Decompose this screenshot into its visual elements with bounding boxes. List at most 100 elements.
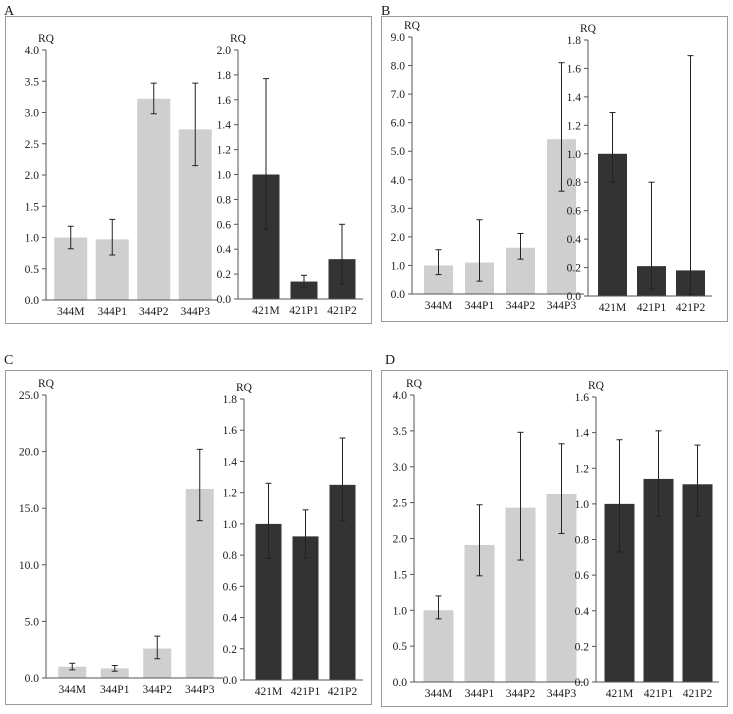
panel-d-chart2-category-label: 421P1 [644, 688, 674, 700]
panel-c-chart2-ylabel: RQ [236, 382, 253, 394]
panel-b-chart2-ylabel: RQ [580, 23, 597, 35]
panel-d-chart1-category-label: 344M [425, 688, 452, 700]
panel-d-chart1-bar-344m [423, 610, 454, 682]
panel-c: C 0.0 5.0 10.0 15.0 20.0 25.0 RQ 344M 344P1 344P2… [4, 353, 372, 705]
panel-b-chart1-y-tick-label: 1.0 [391, 260, 406, 272]
panel-b-chart2-y-tick-label: 0.4 [567, 234, 582, 246]
panel-a-chart2-category-label: 421P2 [327, 305, 357, 317]
panel-c-chart1-y-tick-label: 25.0 [19, 390, 39, 402]
panel-a-chart2-y-tick-label: 0.4 [217, 244, 232, 256]
panel-a-chart1-y-tick-label: 1.0 [25, 233, 40, 245]
panel-a-chart1-y-tick-label: 1.5 [25, 201, 40, 213]
panel-b-chart2-y-tick-label: 1.8 [567, 35, 582, 47]
panel-d-chart1: 0.0 0.5 1.0 1.5 2.0 2.5 3.0 3.5 4.0RQ 344M 344P1 34… [393, 378, 584, 700]
panel-b-chart2-y-tick-label: 1.2 [567, 120, 582, 132]
panel-c-chart2-y-tick-label: 0.2 [223, 644, 238, 656]
panel-a-chart1-y-tick-label: 4.0 [25, 45, 40, 57]
panel-b-chart1-category-label: 344P3 [547, 300, 577, 312]
panel-a-chart2-y-tick-label: 1.4 [217, 120, 232, 132]
panel-d-chart2-category-label: 421M [606, 688, 633, 700]
panel-c-chart2-y-tick-label: 0.4 [223, 613, 238, 625]
panel-c-chart1-category-label: 344P2 [143, 684, 173, 696]
panel-a-chart2-category-label: 421P1 [289, 305, 319, 317]
panel-b-chart2-y-tick-label: 1.4 [567, 92, 582, 104]
panel-b-chart2-y-tick-label: 0.0 [567, 291, 582, 303]
panel-c-chart1: 0.0 5.0 10.0 15.0 20.0 25.0RQ 344M 344P1 344P2 34… [19, 378, 223, 696]
panel-b-chart2: 0.0 0.2 0.4 0.6 0.8 1.0 1.2 1.4 1.6 1.8RQ 421M 421P… [567, 23, 712, 314]
panel-b-chart1: 0.0 1.0 2.0 3.0 4.0 5.0 6.0 7.0 8.0 9.0RQ 344M 344P… [391, 20, 584, 312]
panel-c-chart1-category-label: 344P3 [185, 684, 215, 696]
panel-b-chart1-y-tick-label: 0.0 [391, 289, 406, 301]
panel-a-chart1-category-label: 344P2 [139, 306, 169, 318]
panel-d-chart1-y-tick-label: 0.0 [393, 677, 408, 689]
panel-b-chart2-y-tick-label: 0.2 [567, 263, 582, 275]
panel-b-chart2-category-label: 421P2 [676, 302, 706, 314]
panel-a-chart2-y-tick-label: 1.2 [217, 145, 232, 157]
panel-d-chart2-ylabel: RQ [588, 380, 605, 392]
panel-a-chart1-category-label: 344P1 [98, 306, 128, 318]
panel-b-chart1-y-tick-label: 8.0 [391, 61, 406, 73]
panel-d-letter: D [385, 353, 395, 368]
panel-b-chart1-y-tick-label: 6.0 [391, 118, 406, 130]
panel-a-chart2-y-tick-label: 2.0 [217, 45, 232, 57]
panel-b-chart2-y-tick-label: 1.0 [567, 149, 582, 161]
panel-d-chart2: 0.0 0.2 0.4 0.6 0.8 1.0 1.2 1.4 1.6RQ 421M 421P1 42… [575, 380, 719, 700]
panel-c-chart2-bar-421p1 [292, 536, 319, 680]
panel-d-chart1-y-tick-label: 1.5 [393, 569, 408, 581]
panel-a-chart2: 0.0 0.2 0.4 0.6 0.8 1.0 1.2 1.4 1.6 1.8 2.0RQ 421M 4… [217, 33, 363, 317]
panel-d-chart1-y-tick-label: 3.5 [393, 426, 408, 438]
panel-d-chart1-y-tick-label: 1.0 [393, 605, 408, 617]
panel-a-chart1-category-label: 344M [57, 306, 84, 318]
panel-d-chart2-y-tick-label: 0.0 [575, 677, 590, 689]
panel-c-chart2-y-tick-label: 1.6 [223, 425, 238, 437]
panel-a-chart1-y-tick-label: 2.0 [25, 170, 40, 182]
panel-c-chart1-category-label: 344M [59, 684, 86, 696]
panel-b-chart1-ylabel: RQ [404, 20, 421, 32]
panel-d-chart1-y-tick-label: 0.5 [393, 641, 408, 653]
panel-c-chart2: 0.0 0.2 0.4 0.6 0.8 1.0 1.2 1.4 1.6 1.8RQ 421M 421P… [223, 382, 363, 698]
panel-a-chart2-category-label: 421M [252, 305, 279, 317]
panel-c-chart1-category-label: 344P1 [100, 684, 130, 696]
panel-c-chart1-y-tick-label: 15.0 [19, 503, 39, 515]
panel-b-chart1-category-label: 344M [425, 300, 452, 312]
panel-c-chart2-y-tick-label: 0.0 [223, 675, 238, 687]
panel-a-chart1-y-tick-label: 3.5 [25, 76, 40, 88]
panel-d-chart2-category-label: 421P2 [683, 688, 713, 700]
panel-c-chart1-bar-344p1 [100, 668, 129, 678]
panel-b-chart1-y-tick-label: 7.0 [391, 89, 406, 101]
panel-d-chart1-y-tick-label: 3.0 [393, 462, 408, 474]
panel-c-chart2-category-label: 421P2 [328, 686, 358, 698]
panel-a-chart1-y-tick-label: 0.5 [25, 264, 40, 276]
panel-d-chart2-y-tick-label: 0.4 [575, 606, 590, 618]
panel-d-chart2-y-tick-label: 1.6 [575, 392, 590, 404]
panel-b-chart1-y-tick-label: 3.0 [391, 203, 406, 215]
panel-d-chart2-y-tick-label: 1.2 [575, 463, 590, 475]
panel-a-chart2-y-tick-label: 0.6 [217, 219, 232, 231]
panel-a-letter: A [4, 4, 15, 19]
panel-a-chart1-bar-344p2 [137, 98, 171, 300]
panel-a-chart1-y-tick-label: 0.0 [25, 295, 40, 307]
panel-a-chart1-y-tick-label: 2.5 [25, 139, 40, 151]
panel-c-chart2-y-tick-label: 1.0 [223, 519, 238, 531]
panel-c-chart2-y-tick-label: 0.6 [223, 581, 238, 593]
panel-b-chart1-y-tick-label: 9.0 [391, 32, 406, 44]
panel-b-chart1-y-tick-label: 5.0 [391, 146, 406, 158]
panel-c-chart1-y-tick-label: 10.0 [19, 560, 39, 572]
panel-c-letter: C [4, 353, 13, 368]
panel-d-chart2-y-tick-label: 1.4 [575, 428, 590, 440]
panel-a-chart2-y-tick-label: 0.2 [217, 269, 232, 281]
panel-a-chart1: 0.0 0.5 1.0 1.5 2.0 2.5 3.0 3.5 4.0RQ 344M 344P1 34… [25, 33, 218, 318]
panel-c-chart2-y-tick-label: 1.4 [223, 456, 238, 468]
panel-b-chart1-y-tick-label: 4.0 [391, 175, 406, 187]
panel-b-chart2-y-tick-label: 1.6 [567, 63, 582, 75]
panel-a-chart2-y-tick-label: 0.8 [217, 194, 232, 206]
panel-c-chart1-y-tick-label: 20.0 [19, 447, 39, 459]
panel-a-chart2-y-tick-label: 0.0 [217, 294, 232, 306]
panel-c-chart2-category-label: 421M [255, 686, 282, 698]
panel-d-chart2-bar-421p2 [682, 484, 713, 682]
panel-c-chart1-y-tick-label: 5.0 [25, 616, 40, 628]
panel-c-chart2-y-tick-label: 1.8 [223, 394, 238, 406]
